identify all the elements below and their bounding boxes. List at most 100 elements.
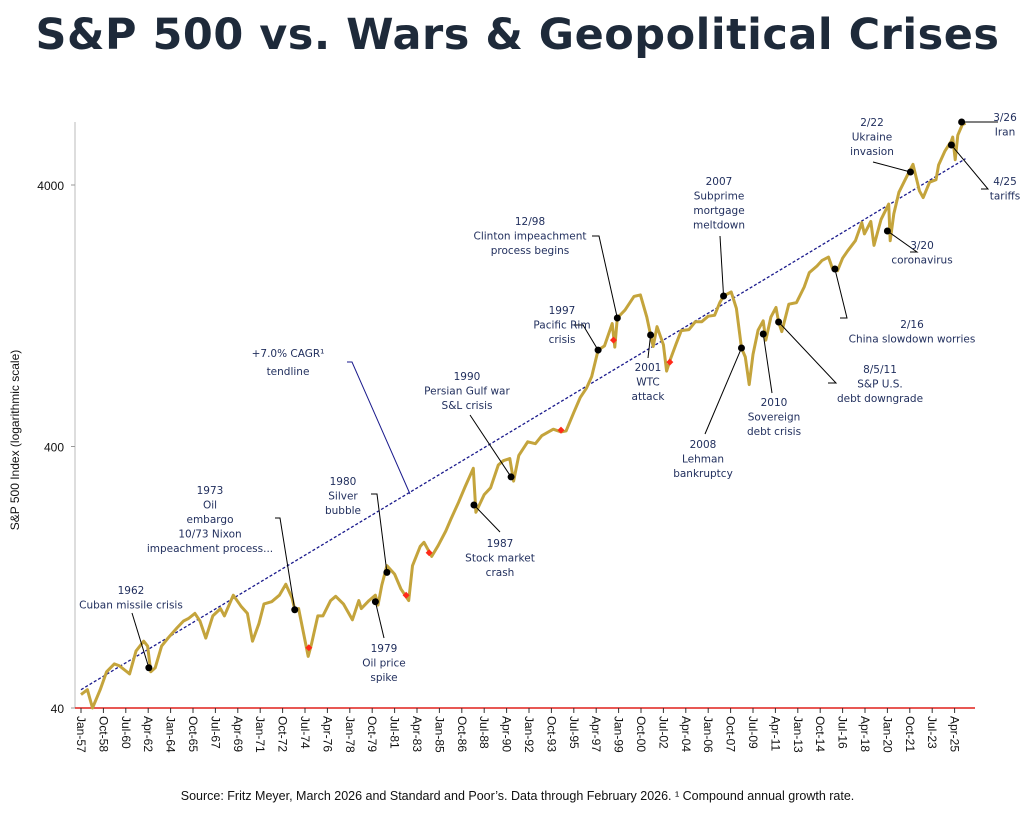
event-label: Oil price <box>362 658 406 670</box>
event-label: bubble <box>325 505 361 517</box>
x-tick-label: Jan-78 <box>343 716 357 753</box>
sp500-line <box>80 121 967 710</box>
leader-line <box>469 414 512 478</box>
event-annotation: 8/5/11 S&P U.S. debt downgrade <box>775 318 923 405</box>
event-marker <box>371 598 379 606</box>
event-label: Lehman <box>682 454 724 466</box>
x-tick-label: Apr-04 <box>679 716 693 752</box>
event-marker <box>613 314 621 322</box>
leader-line <box>473 504 501 533</box>
event-annotation: 1987 Stock market crash <box>465 501 535 579</box>
x-tick-label: Apr-97 <box>589 716 603 752</box>
x-tick-label: Jan-92 <box>522 716 536 753</box>
trough-marker <box>666 358 674 366</box>
event-label: 8/5/11 <box>863 364 897 376</box>
event-marker <box>383 568 391 576</box>
x-tick-label: Jul-81 <box>388 716 402 749</box>
trendline-leader <box>347 361 411 495</box>
event-label: 2001 <box>635 362 662 374</box>
x-tick-label: Jul-95 <box>567 716 581 749</box>
leader-line <box>275 517 296 610</box>
x-tick-label: Apr-90 <box>500 716 514 752</box>
event-label: Clinton impeachment <box>474 231 587 243</box>
x-tick-label: Jul-67 <box>208 716 222 749</box>
event-label: embargo <box>186 514 233 526</box>
event-marker <box>831 265 839 273</box>
x-tick-label: Jul-74 <box>298 716 312 749</box>
event-label: 1997 <box>549 305 576 317</box>
x-tick-label: Oct-65 <box>186 716 200 752</box>
event-annotation: 3/26 Iran <box>958 112 1017 139</box>
event-label: 3/26 <box>993 112 1017 124</box>
y-axis-label: S&P 500 Index (logarithmic scale) <box>8 350 22 531</box>
event-marker <box>647 331 655 339</box>
trough-marker <box>425 549 433 557</box>
leader-line <box>371 493 388 573</box>
event-label: Ukraine <box>852 132 893 144</box>
x-tick-label: Jan-06 <box>701 716 715 753</box>
trendline-label: tendline <box>267 366 310 378</box>
x-tick-label: Jan-20 <box>880 716 894 753</box>
leader-line <box>719 235 725 297</box>
x-tick-label: Jul-23 <box>925 716 939 749</box>
event-label: 12/98 <box>515 216 545 228</box>
event-label: 2/16 <box>900 319 924 331</box>
x-tick-label: Oct-86 <box>455 716 469 752</box>
event-annotation: 1997 Pacific Rim crisis <box>533 305 602 354</box>
event-marker <box>958 118 966 126</box>
trough-marker <box>305 644 313 652</box>
leader-line <box>834 268 848 319</box>
event-label: S&L crisis <box>442 400 493 412</box>
event-label: China slowdown worries <box>849 334 976 346</box>
event-label: process begins <box>491 245 570 257</box>
x-tick-label: Oct-00 <box>634 716 648 752</box>
event-label: Pacific Rim <box>533 320 590 332</box>
cagr-trendline <box>80 158 966 691</box>
event-label: 1990 <box>454 371 481 383</box>
x-tick-label: Oct-93 <box>544 716 558 752</box>
x-tick-label: Jan-13 <box>791 716 805 753</box>
event-marker <box>145 664 153 672</box>
event-annotation: 1990 Persian Gulf war S&L crisis <box>424 371 515 481</box>
event-label: 10/73 Nixon <box>178 529 241 541</box>
x-tick-label: Apr-69 <box>231 716 245 752</box>
x-tick-label: Apr-62 <box>141 716 155 752</box>
x-tick-label: Oct-72 <box>276 716 290 752</box>
event-label: bankruptcy <box>673 468 733 480</box>
event-label: attack <box>632 391 666 403</box>
x-tick-label: Jul-60 <box>119 716 133 749</box>
event-label: Subprime <box>694 191 745 203</box>
leader-line <box>951 144 990 190</box>
event-annotation: 1980 Silver bubble <box>325 476 391 576</box>
event-label: 2007 <box>706 176 733 188</box>
leader-line <box>374 601 385 639</box>
event-label: 2/22 <box>860 117 884 129</box>
event-annotation: 4/25 tariffs <box>947 141 1021 203</box>
event-label: spike <box>370 672 397 684</box>
y-tick-label: 4000 <box>37 179 64 193</box>
event-label: Oil <box>203 500 217 512</box>
event-label: 1979 <box>371 643 398 655</box>
leader-line <box>778 321 838 384</box>
event-label: tariffs <box>990 191 1021 203</box>
event-annotation: 2007 Subprime mortgage meltdown <box>693 176 745 300</box>
event-annotation: 2010 Sovereign debt crisis <box>747 330 801 438</box>
event-marker <box>883 227 891 235</box>
event-label: meltdown <box>693 220 745 232</box>
event-annotation: 1962 Cuban missile crisis <box>79 585 183 672</box>
x-tick-label: Jul-16 <box>836 716 850 749</box>
event-label: 4/25 <box>993 176 1017 188</box>
event-label: crisis <box>549 334 576 346</box>
event-annotation: 1979 Oil price spike <box>362 598 406 684</box>
x-tick-label: Jul-02 <box>656 716 670 749</box>
event-label: debt downgrade <box>837 393 923 405</box>
event-label: Silver <box>328 491 358 503</box>
x-tick-label: Jan-71 <box>253 716 267 753</box>
leader-line <box>575 324 599 351</box>
y-tick-label: 400 <box>44 441 64 455</box>
event-marker <box>470 501 478 509</box>
event-marker <box>594 346 602 354</box>
x-tick-label: Apr-83 <box>410 716 424 752</box>
x-tick-label: Oct-14 <box>813 716 827 752</box>
x-tick-label: Jan-57 <box>74 716 88 753</box>
